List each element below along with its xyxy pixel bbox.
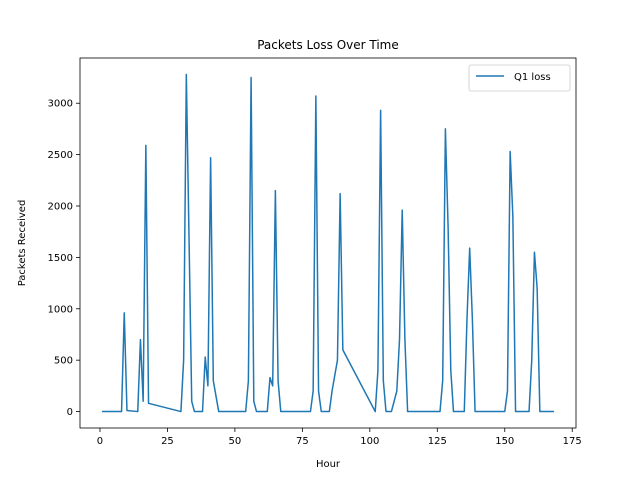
x-axis-label: Hour — [316, 459, 341, 470]
x-tick-label: 100 — [360, 436, 379, 447]
x-tick-label: 125 — [428, 436, 447, 447]
y-tick-label: 1500 — [48, 253, 73, 264]
legend-label-q1-loss: Q1 loss — [514, 72, 551, 83]
y-tick-label: 3000 — [48, 99, 73, 110]
y-tick-label: 0 — [67, 407, 73, 418]
x-tick-label: 75 — [296, 436, 309, 447]
series-line-q1-loss — [101, 73, 555, 413]
x-tick-label: 50 — [229, 436, 242, 447]
x-axis: 0 25 50 75 100 125 150 175 — [97, 428, 582, 447]
x-tick-label: 175 — [563, 436, 582, 447]
y-axis: 0 500 1000 1500 2000 2500 3000 — [48, 99, 80, 418]
y-tick-label: 2500 — [48, 150, 73, 161]
y-tick-label: 2000 — [48, 202, 73, 213]
y-axis-label: Packets Received — [17, 200, 28, 287]
x-tick-label: 150 — [495, 436, 514, 447]
x-tick-label: 25 — [161, 436, 174, 447]
x-tick-label: 0 — [97, 436, 103, 447]
chart-title: Packets Loss Over Time — [257, 38, 399, 52]
y-tick-label: 1000 — [48, 304, 73, 315]
y-tick-label: 500 — [54, 356, 73, 367]
legend: Q1 loss — [468, 64, 571, 92]
legend-box — [468, 64, 571, 92]
plot-area — [101, 73, 555, 413]
axes-frame — [79, 57, 577, 429]
